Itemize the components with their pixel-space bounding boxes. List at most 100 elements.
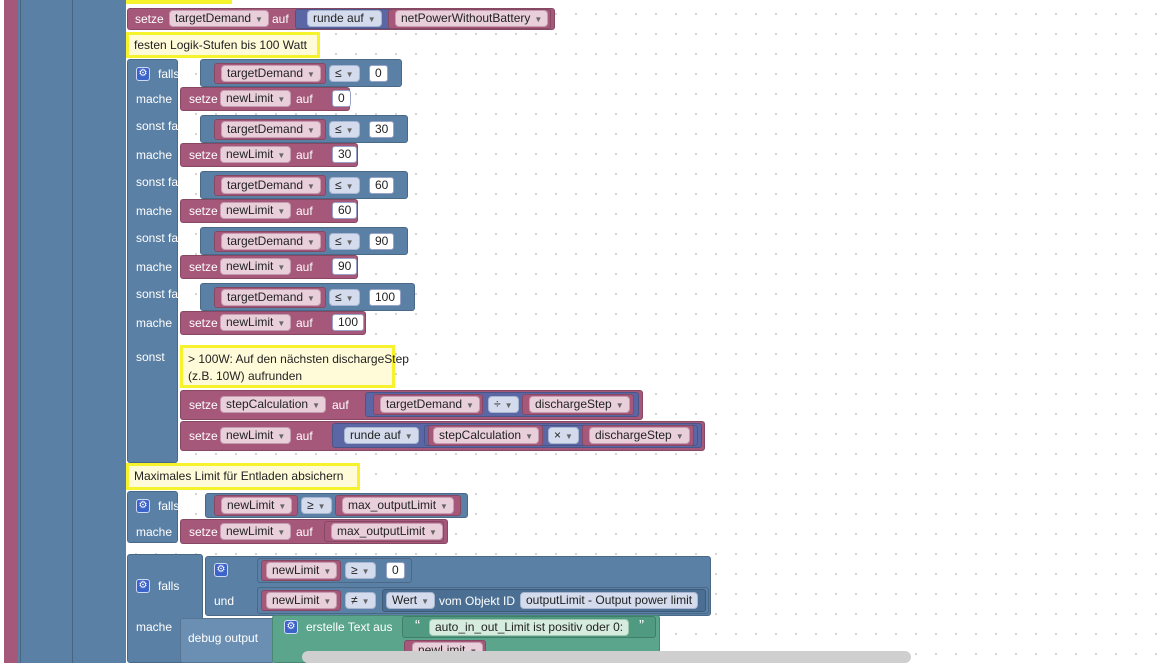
- comment-over-100[interactable]: > 100W: Auf den nächsten dischargeStep (z…: [180, 345, 409, 388]
- set-keyword: setze: [189, 316, 218, 330]
- do-keyword: mache: [136, 316, 173, 330]
- value-number-field[interactable]: 0: [332, 90, 351, 107]
- set-keyword: setze: [135, 12, 164, 26]
- round-op-dropdown[interactable]: runde auf ▼: [344, 427, 419, 444]
- threshold-number-field[interactable]: 30: [369, 121, 395, 138]
- dropdown-arrow-icon: ▼: [307, 238, 315, 247]
- var-dropdown-stepCalculation[interactable]: stepCalculation ▼: [220, 396, 326, 413]
- var-dropdown-newLimit[interactable]: newLimit▼: [220, 90, 292, 107]
- number-value: 90: [338, 259, 352, 273]
- var-label: newLimit: [227, 498, 275, 512]
- comment-stub: [126, 0, 232, 4]
- op-label: ≤: [335, 122, 342, 136]
- threshold-number-field[interactable]: 100: [369, 289, 402, 306]
- gear-icon[interactable]: ⚙: [136, 579, 150, 593]
- round-op-dropdown[interactable]: runde auf ▼: [307, 10, 382, 27]
- var-dropdown-newLimit[interactable]: newLimit▼: [220, 314, 292, 331]
- compare-op-dropdown[interactable]: ≥ ▼: [345, 562, 376, 579]
- elseif-keyword: sonst falls: [136, 175, 190, 189]
- debug-output-label: debug output: [188, 631, 259, 645]
- compare-op-dropdown[interactable]: ≤ ▼: [329, 65, 360, 82]
- var-dropdown-newLimit[interactable]: newLimit▼: [220, 258, 292, 275]
- var-label: newLimit: [226, 428, 274, 442]
- var-label: targetDemand: [227, 290, 304, 304]
- var-dropdown-netPowerWithoutBattery[interactable]: netPowerWithoutBattery ▼: [395, 10, 549, 27]
- var-dropdown-dischargeStep[interactable]: dischargeStep ▼: [589, 427, 690, 444]
- gear-icon[interactable]: ⚙: [214, 563, 228, 577]
- var-dropdown-targetDemand[interactable]: targetDemand ▼: [221, 65, 321, 82]
- number-value: 0: [375, 66, 382, 80]
- if-max-limit-block[interactable]: [127, 491, 178, 543]
- var-dropdown-max_outputLimit[interactable]: max_outputLimit ▼: [342, 497, 454, 514]
- dropdown-arrow-icon: ▼: [504, 401, 513, 410]
- var-label: max_outputLimit: [337, 524, 426, 538]
- var-dropdown-newLimit[interactable]: newLimit▼: [266, 562, 338, 579]
- var-dropdown-targetDemand[interactable]: targetDemand ▼: [380, 396, 480, 413]
- divide-op-dropdown[interactable]: ÷ ▼: [488, 396, 519, 413]
- dropdown-arrow-icon: ▼: [323, 567, 332, 576]
- do-keyword: mache: [136, 620, 173, 634]
- value-number-field[interactable]: 30: [332, 146, 358, 163]
- compare-op-dropdown[interactable]: ≥ ▼: [301, 497, 332, 514]
- var-label: newLimit: [272, 593, 320, 607]
- do-keyword: mache: [136, 204, 173, 218]
- number-field[interactable]: 0: [386, 562, 405, 579]
- debug-output-block[interactable]: [180, 618, 275, 663]
- gear-icon[interactable]: ⚙: [136, 67, 150, 81]
- if-elseif-block[interactable]: [127, 59, 178, 463]
- var-dropdown-dischargeStep[interactable]: dischargeStep ▼: [529, 396, 630, 413]
- var-label: netPowerWithoutBattery: [401, 11, 531, 25]
- dropdown-arrow-icon: ▼: [307, 70, 315, 79]
- to-keyword: auf: [272, 12, 289, 26]
- compare-op-dropdown[interactable]: ≤ ▼: [329, 233, 360, 250]
- var-label: stepCalculation: [439, 428, 522, 442]
- var-dropdown-max_outputLimit[interactable]: max_outputLimit ▼: [331, 523, 443, 540]
- text-literal-field[interactable]: auto_in_out_Limit ist positiv oder 0:: [429, 619, 630, 636]
- var-dropdown-targetDemand[interactable]: targetDemand ▼: [221, 121, 321, 138]
- compare-op-dropdown[interactable]: ≠ ▼: [345, 592, 376, 609]
- var-dropdown-newLimit[interactable]: newLimit▼: [220, 523, 292, 540]
- multiply-op-dropdown[interactable]: × ▼: [548, 427, 579, 444]
- var-dropdown-newLimit[interactable]: newLimit▼: [220, 427, 292, 444]
- var-dropdown-targetDemand[interactable]: targetDemand ▼: [221, 177, 321, 194]
- do-keyword: mache: [136, 148, 173, 162]
- var-dropdown-targetDemand[interactable]: targetDemand ▼: [169, 10, 269, 27]
- value-number-field[interactable]: 60: [332, 202, 358, 219]
- horizontal-scrollbar[interactable]: [302, 651, 911, 663]
- to-keyword: auf: [296, 316, 313, 330]
- object-id-field[interactable]: outputLimit - Output power limit: [520, 592, 699, 609]
- gear-icon[interactable]: ⚙: [284, 620, 298, 634]
- var-dropdown-targetDemand[interactable]: targetDemand ▼: [221, 233, 321, 250]
- value-attr-dropdown[interactable]: Wert ▼: [386, 592, 436, 609]
- var-dropdown-stepCalculation[interactable]: stepCalculation ▼: [433, 427, 539, 444]
- var-label: stepCalculation: [226, 397, 309, 411]
- var-dropdown-targetDemand[interactable]: targetDemand ▼: [221, 289, 321, 306]
- var-dropdown-newLimit[interactable]: newLimit▼: [266, 592, 338, 609]
- threshold-number-field[interactable]: 0: [369, 65, 388, 82]
- number-value: 60: [375, 178, 389, 192]
- var-dropdown-newLimit[interactable]: newLimit▼: [221, 497, 293, 514]
- dropdown-arrow-icon: ▼: [307, 294, 315, 303]
- gear-icon[interactable]: ⚙: [136, 499, 150, 513]
- dropdown-arrow-icon: ▼: [255, 15, 263, 24]
- value-number-field[interactable]: 100: [332, 314, 365, 331]
- dropdown-arrow-icon: ▼: [361, 597, 370, 606]
- set-keyword: setze: [189, 92, 218, 106]
- threshold-number-field[interactable]: 60: [369, 177, 395, 194]
- compare-op-dropdown[interactable]: ≤ ▼: [329, 289, 360, 306]
- compare-op-dropdown[interactable]: ≤ ▼: [329, 177, 360, 194]
- dropdown-arrow-icon: ▼: [675, 432, 684, 441]
- dropdown-arrow-icon: ▼: [345, 126, 354, 135]
- value-number-field[interactable]: 90: [332, 258, 358, 275]
- number-value: 60: [338, 203, 352, 217]
- comment-logic-steps[interactable]: festen Logik-Stufen bis 100 Watt: [126, 32, 320, 58]
- var-dropdown-newLimit[interactable]: newLimit▼: [220, 146, 292, 163]
- op-label: ≤: [335, 290, 342, 304]
- compare-op-dropdown[interactable]: ≤ ▼: [329, 121, 360, 138]
- comment-text-line1: > 100W: Auf den nächsten dischargeStep: [188, 352, 409, 366]
- comment-text-line2: (z.B. 10W) aufrunden: [188, 369, 303, 383]
- var-dropdown-newLimit[interactable]: newLimit▼: [220, 202, 292, 219]
- comment-max-limit[interactable]: Maximales Limit für Entladen absichern: [126, 463, 360, 490]
- set-keyword: setze: [189, 148, 218, 162]
- threshold-number-field[interactable]: 90: [369, 233, 395, 250]
